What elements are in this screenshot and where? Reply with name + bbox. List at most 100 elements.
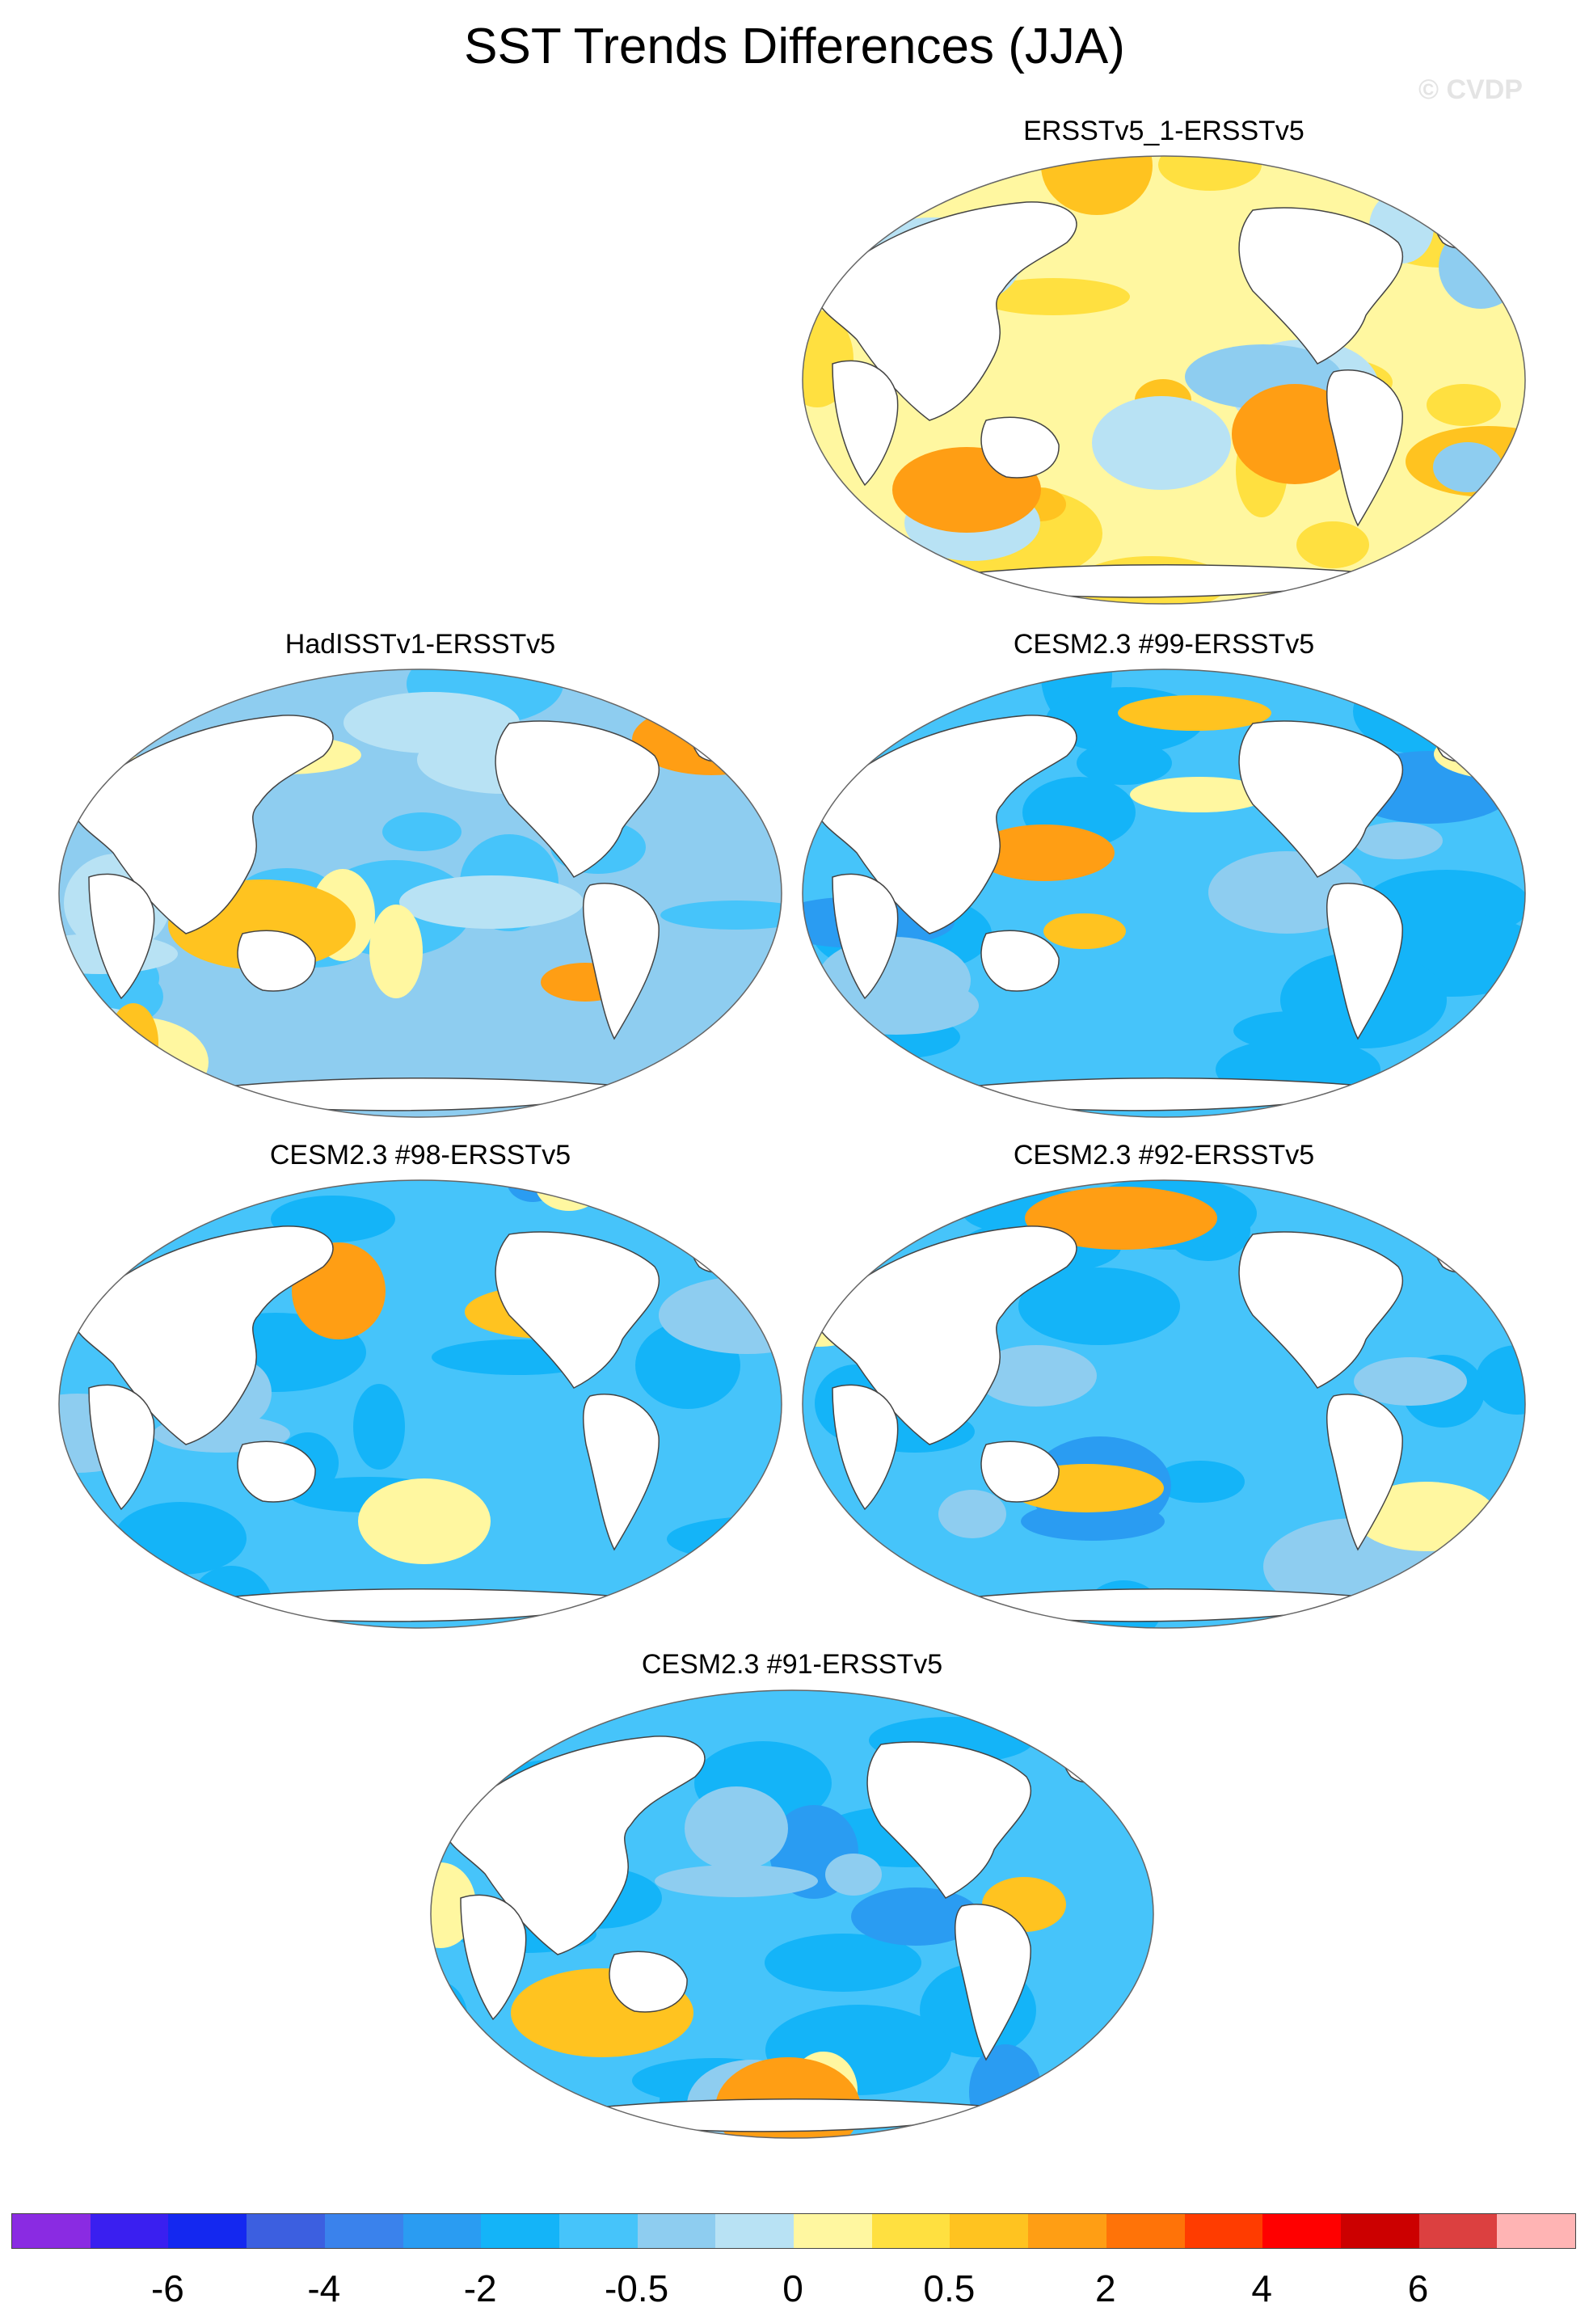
colorbar-swatch (90, 2214, 169, 2248)
colorbar-tick-label: 0 (782, 2267, 803, 2309)
land-mass (1431, 1217, 1493, 1273)
land-mass (980, 930, 1060, 992)
land-mass (954, 1904, 1031, 2061)
land-mass (1431, 192, 1493, 249)
sst-anomaly-region (1427, 384, 1501, 426)
sst-anomaly-region (719, 1561, 782, 1603)
sst-anomaly-region (1156, 1461, 1245, 1503)
colorbar-swatch (481, 2214, 559, 2248)
panel-label-cesm-92: CESM2.3 #92-ERSSTv5 (1013, 1140, 1315, 1170)
sst-anomaly-region (1041, 156, 1153, 215)
land-mass (961, 564, 1383, 598)
land-mass (688, 706, 749, 762)
land-mass (1326, 369, 1403, 527)
land-mass (217, 1588, 639, 1622)
colorbar-swatch (1340, 2214, 1419, 2248)
sst-anomaly-region (114, 1502, 247, 1575)
colorbar-tick-label: -6 (150, 2267, 184, 2309)
land-mass (609, 1951, 688, 2013)
colorbar-tick-label: 4 (1251, 2267, 1272, 2309)
land-mass (582, 1394, 660, 1551)
map-panel-cesm-92 (802, 1179, 1526, 1629)
colorbar-swatch (558, 2214, 638, 2248)
sst-anomaly-region (1233, 1011, 1351, 1050)
land-mass (1238, 207, 1404, 365)
sst-anomaly-region (431, 1862, 476, 1948)
sst-anomaly-region (1439, 225, 1523, 309)
sst-anomaly-region (1130, 777, 1269, 812)
sst-anomaly-region (369, 905, 423, 998)
sst-anomaly-region (1296, 521, 1369, 568)
land-mass (980, 1440, 1060, 1503)
land-mass (832, 1384, 899, 1511)
colorbar-tick-label: 0.5 (923, 2267, 976, 2309)
land-mass (495, 1231, 660, 1389)
panel-label-cesm-98: CESM2.3 #98-ERSSTv5 (269, 1140, 571, 1170)
colorbar-swatch (950, 2214, 1029, 2248)
sst-anomaly-region (1476, 1345, 1525, 1415)
land-mass (961, 1078, 1383, 1111)
colorbar-swatch (794, 2214, 872, 2248)
sst-anomaly-region (382, 812, 462, 851)
sst-anomaly-region (246, 1614, 296, 1628)
land-mass (961, 1588, 1383, 1622)
land-mass (1238, 720, 1404, 878)
map-border (802, 669, 1526, 1118)
colorbar-swatch (871, 2214, 950, 2248)
land-mass (88, 873, 155, 1000)
colorbar-swatch (1028, 2214, 1106, 2248)
sst-anomaly-region (655, 1865, 818, 1897)
colorbar-tick-label: -0.5 (604, 2267, 669, 2309)
sst-anomaly-region (814, 976, 979, 1035)
land-mass (582, 883, 660, 1040)
land-mass (688, 1217, 749, 1273)
sst-anomaly-region (1092, 396, 1231, 490)
land-mass (237, 1440, 316, 1503)
land-mass (1326, 1394, 1403, 1551)
sst-anomaly-region (660, 900, 782, 930)
sst-anomaly-region (1452, 562, 1517, 604)
colorbar-swatch (715, 2214, 794, 2248)
colorbar-swatch (1418, 2214, 1498, 2248)
sst-anomaly-region (358, 1478, 491, 1564)
panel-label-ersstv5-1: ERSSTv5_1-ERSSTv5 (1023, 116, 1304, 146)
sst-anomaly-region (1018, 1267, 1180, 1345)
colorbar-swatch (247, 2214, 325, 2248)
panel-label-cesm-99: CESM2.3 #99-ERSSTv5 (1013, 629, 1315, 660)
land-mass (1326, 883, 1403, 1040)
colorbar-swatch (12, 2214, 91, 2248)
colorbar-swatch (1262, 2214, 1341, 2248)
map-panel-cesm-98 (58, 1179, 782, 1629)
land-mass (980, 416, 1060, 479)
colorbar-swatch (168, 2214, 247, 2248)
sst-anomaly-region (969, 2044, 1042, 2138)
sst-anomaly-region (1354, 822, 1443, 859)
sst-anomaly-region (765, 1934, 921, 1992)
land-mass (88, 1384, 155, 1511)
colorbar-swatch (637, 2214, 716, 2248)
map-border (58, 669, 782, 1118)
map-border (802, 155, 1526, 605)
sst-anomaly-region (1118, 695, 1271, 731)
sst-anomaly-region (1433, 442, 1503, 492)
land-mass (237, 930, 316, 992)
sst-anomaly-region (974, 825, 1115, 881)
sst-anomaly-region (59, 1597, 129, 1628)
sst-anomaly-region (659, 1276, 782, 1354)
land-mass (460, 1894, 527, 2021)
colorbar-swatch (403, 2214, 482, 2248)
sst-anomaly-region (189, 1566, 273, 1628)
colorbar-swatch (1106, 2214, 1185, 2248)
map-border (430, 1689, 1154, 2139)
sst-anomaly-region (1232, 384, 1358, 484)
sst-anomaly-region (353, 1384, 405, 1470)
colorbar-swatch (1497, 2214, 1576, 2248)
map-border (802, 1179, 1526, 1629)
map-panel-hadisstv1 (58, 669, 782, 1118)
land-mass (832, 873, 899, 1000)
map-panel-cesm-99 (802, 669, 1526, 1118)
land-mass (217, 1078, 639, 1111)
map-panel-cesm-91 (430, 1689, 1154, 2139)
sst-anomaly-region (1385, 563, 1525, 603)
land-mass (866, 1741, 1032, 1899)
